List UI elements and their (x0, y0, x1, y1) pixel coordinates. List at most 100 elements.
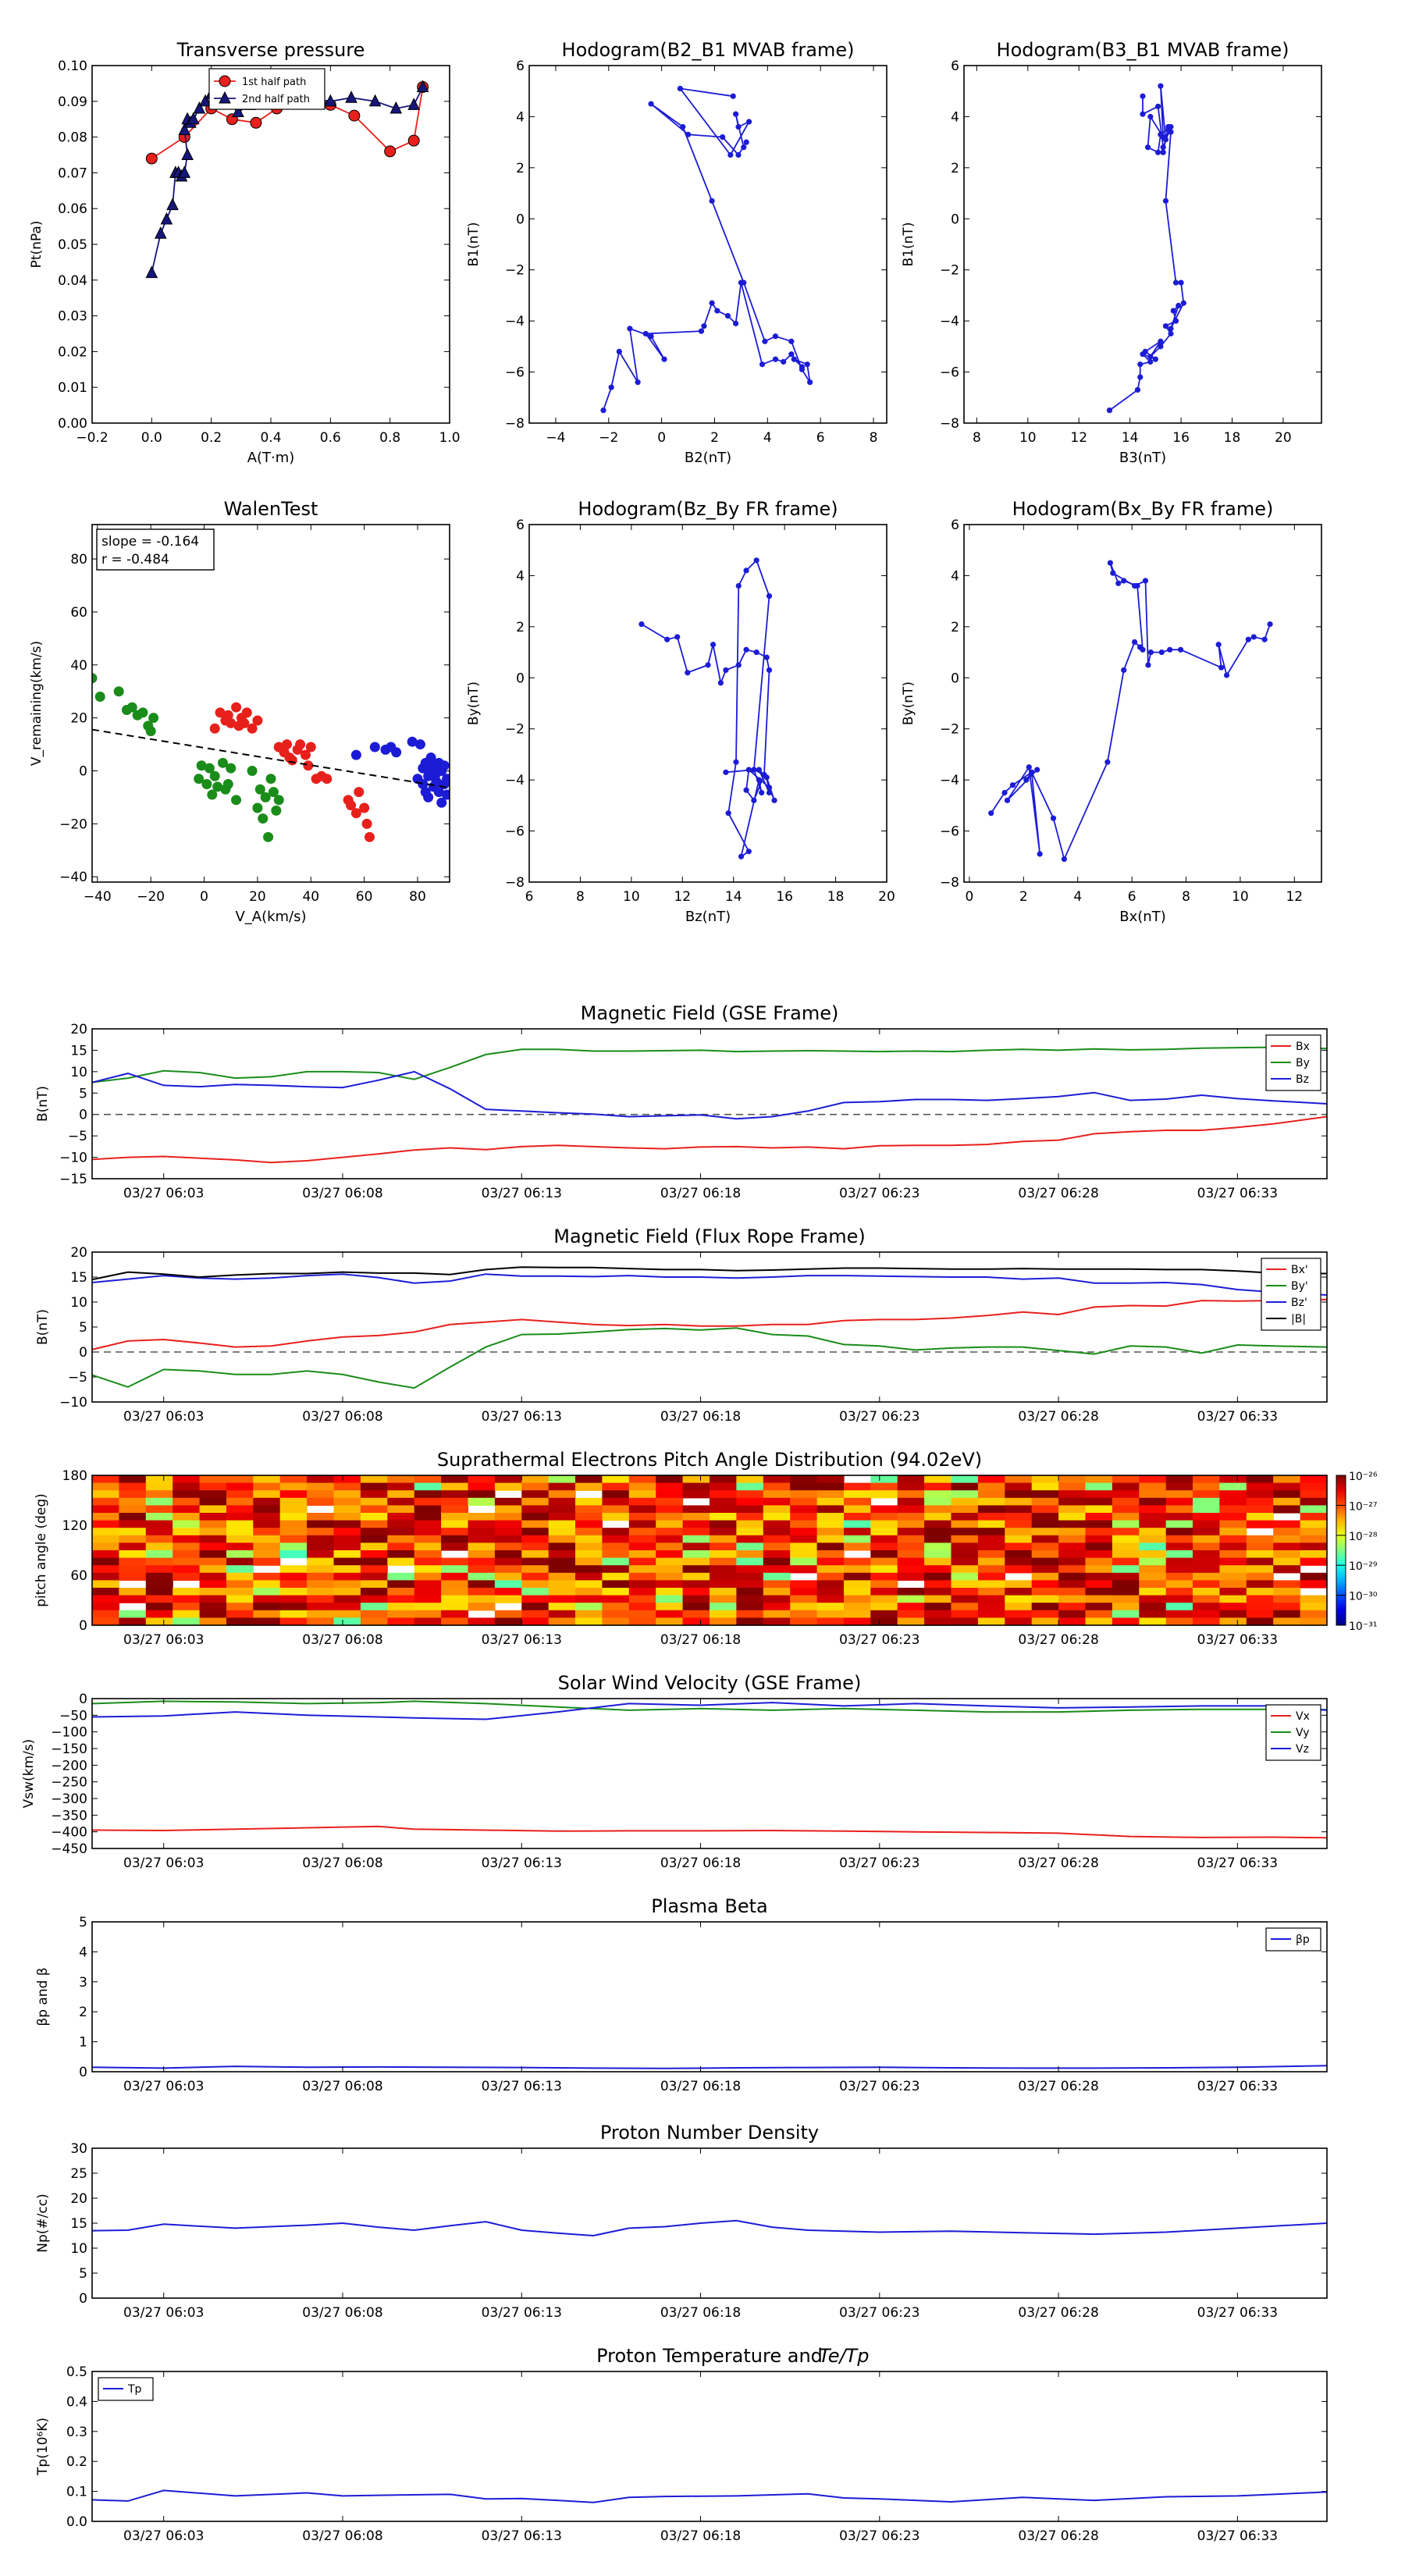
heatmap-cell (1112, 1550, 1140, 1559)
heatmap-cell (1219, 1535, 1247, 1543)
data-point (364, 831, 375, 842)
data-point (433, 787, 444, 798)
x-tick-label: 12 (1286, 889, 1303, 905)
heatmap-cell (333, 1528, 361, 1536)
y-tick-label: −2 (505, 722, 525, 738)
chart-title: Magnetic Field (Flux Rope Frame) (553, 1226, 865, 1247)
heatmap-cell (816, 1617, 845, 1626)
heatmap-cell (897, 1520, 925, 1528)
time-tick-label: 03/27 06:03 (123, 1186, 204, 1201)
heatmap-cell (548, 1565, 576, 1574)
data-point (160, 212, 173, 225)
heatmap-cell (468, 1580, 496, 1589)
heatmap-cell (1165, 1475, 1193, 1484)
y-axis-label: By(nT) (901, 681, 916, 725)
heatmap-cell (441, 1482, 469, 1491)
data-point (407, 98, 421, 110)
heatmap-cell (816, 1535, 845, 1543)
heatmap-cell (1005, 1513, 1033, 1521)
heatmap-cell (790, 1550, 818, 1559)
heatmap-cell (844, 1542, 871, 1551)
heatmap-cell (1058, 1572, 1087, 1581)
chart-np: Proton Number Density 0 5 10 15 20 25 30 Np(#/cc… (35, 2122, 1328, 2321)
heatmap-cell (548, 1572, 576, 1581)
data-point (258, 813, 269, 824)
data-point (137, 707, 148, 718)
heatmap-cell (387, 1588, 415, 1596)
y-tick-label: −4 (505, 773, 525, 788)
heatmap-cell (656, 1520, 684, 1528)
data-point (763, 654, 770, 660)
heatmap-cell (1246, 1497, 1274, 1506)
heatmap-cell (602, 1610, 630, 1618)
heatmap-cell (92, 1572, 119, 1581)
heatmap-cell (1165, 1572, 1193, 1581)
heatmap-cell (816, 1610, 845, 1618)
heatmap-cell (763, 1482, 791, 1491)
heatmap-cell (924, 1520, 952, 1528)
heatmap-cell (977, 1617, 1005, 1626)
heatmap-cell (279, 1542, 308, 1551)
heatmap-cell (521, 1528, 550, 1536)
x-tick-label: 10 (623, 889, 640, 905)
heatmap-cell (736, 1505, 764, 1514)
heatmap-cell (736, 1535, 764, 1543)
heatmap-cell (468, 1588, 496, 1596)
y-tick-label: 120 (62, 1518, 87, 1534)
data-point (1178, 279, 1184, 286)
time-tick-label: 03/27 06:23 (839, 2528, 919, 2544)
heatmap-cell (441, 1535, 469, 1543)
heatmap-cell (521, 1513, 550, 1521)
heatmap-cell (628, 1557, 656, 1566)
heatmap-cell (870, 1565, 898, 1574)
time-tick-label: 03/27 06:13 (482, 1186, 562, 1201)
heatmap-cell (1193, 1550, 1220, 1559)
legend-label: |B| (1291, 1313, 1306, 1325)
x-axis-label: A(T·m) (247, 450, 295, 466)
x-tick-label: 0.0 (141, 430, 162, 446)
heatmap-cell (1005, 1475, 1033, 1484)
heatmap-cell (279, 1572, 308, 1581)
heatmap-cells (92, 1475, 1328, 1626)
y-tick-label: −6 (940, 824, 959, 840)
heatmap-cell (1193, 1557, 1220, 1566)
y-tick-label: −300 (51, 1791, 87, 1807)
heatmap-cell (816, 1565, 845, 1574)
heatmap-cell (548, 1497, 576, 1506)
data-point (207, 789, 218, 800)
heatmap-cell (1085, 1550, 1113, 1559)
data-point (1147, 649, 1154, 656)
data-point (295, 739, 306, 750)
heatmap-cell (387, 1550, 415, 1559)
data-point (756, 767, 763, 773)
data-point (407, 736, 418, 747)
heatmap-cell (441, 1617, 469, 1626)
heatmap-cell (333, 1475, 361, 1484)
heatmap-cell (1165, 1588, 1193, 1596)
data-point (187, 112, 200, 125)
heatmap-cell (656, 1617, 684, 1626)
heatmap-cell (387, 1505, 415, 1514)
heatmap-cell (844, 1528, 871, 1536)
data-point (300, 749, 311, 760)
heatmap-cell (628, 1520, 656, 1528)
heatmap-cell (1005, 1610, 1033, 1618)
heatmap-cell (1031, 1482, 1059, 1491)
heatmap-cell (548, 1550, 576, 1559)
heatmap-cell (951, 1580, 979, 1589)
heatmap-cell (816, 1482, 845, 1491)
heatmap-cell (870, 1475, 898, 1484)
heatmap-cell (951, 1565, 979, 1574)
data-point (247, 766, 258, 777)
data-point (642, 330, 649, 337)
heatmap-cell (1165, 1535, 1193, 1543)
data-point (439, 760, 450, 771)
heatmap-cell (977, 1535, 1005, 1543)
legend-box (208, 68, 325, 110)
heatmap-cell (602, 1535, 630, 1543)
heatmap-cell (333, 1513, 361, 1521)
heatmap-cell (1058, 1497, 1087, 1506)
y-tick-label: −2 (940, 263, 959, 279)
heatmap-cell (279, 1565, 308, 1574)
heatmap-cell (1058, 1617, 1087, 1626)
